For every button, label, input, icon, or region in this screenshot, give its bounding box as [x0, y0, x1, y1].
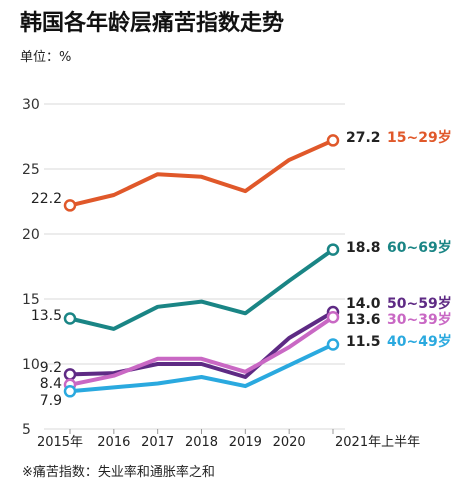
start-value-label: 13.5 — [31, 308, 62, 324]
x-axis-ticks: 2015年 2016 2017 2018 2019 2020 2021年上半年 — [37, 429, 420, 450]
legend-label: 30~39岁 — [387, 311, 452, 328]
legend-label: 15~29岁 — [387, 129, 452, 146]
start-value-label: 8.4 — [40, 376, 62, 392]
legend-label: 40~49岁 — [387, 333, 452, 350]
series-line — [68, 247, 335, 331]
end-value-label: 13.6 — [346, 312, 381, 328]
chart-title: 韩国各年龄层痛苦指数走势 — [20, 10, 284, 36]
y-tick-label: 25 — [22, 162, 40, 178]
data-point — [326, 134, 340, 147]
start-value-label: 22.2 — [31, 191, 62, 207]
y-tick-label: 5 — [22, 422, 31, 438]
unit-label: 单位：% — [20, 50, 71, 65]
data-point — [63, 385, 77, 398]
series-line — [68, 342, 335, 394]
data-point — [63, 312, 77, 325]
y-tick-label: 20 — [22, 227, 40, 243]
series-line — [68, 138, 335, 208]
x-tick-label: 2019 — [229, 435, 262, 450]
series-line — [68, 310, 335, 379]
data-point — [63, 368, 77, 381]
x-tick-label: 2016 — [97, 435, 130, 450]
end-value-label: 18.8 — [346, 240, 381, 256]
series-40~49岁: 7.9 11.5 40~49岁 — [40, 333, 452, 409]
series-60~69岁: 13.5 18.8 60~69岁 — [31, 239, 452, 331]
end-value-label: 27.2 — [346, 130, 381, 146]
legend-label: 60~69岁 — [387, 239, 452, 256]
x-tick-label: 2018 — [185, 435, 218, 450]
data-point — [326, 310, 340, 324]
end-value-label: 14.0 — [346, 296, 381, 312]
data-point — [326, 243, 340, 256]
x-tick-label: 2015年 — [37, 435, 83, 450]
legend-label: 50~59岁 — [387, 295, 452, 312]
x-tick-label: 2021年上半年 — [335, 435, 420, 450]
y-tick-label: 10 — [22, 357, 40, 373]
data-point — [326, 338, 340, 351]
x-tick-label: 2020 — [273, 435, 306, 450]
series-30~39岁: 8.4 13.6 30~39岁 — [40, 310, 452, 392]
y-tick-label: 30 — [22, 97, 40, 113]
y-axis-ticks: 30 25 20 15 10 5 — [22, 97, 40, 438]
series-line — [68, 315, 335, 387]
footnote: ※痛苦指数：失业率和通胀率之和 — [22, 464, 215, 480]
start-value-label: 9.2 — [40, 360, 62, 376]
y-tick-label: 15 — [22, 292, 40, 308]
end-value-label: 11.5 — [346, 334, 381, 350]
series-15~29岁: 22.2 27.2 15~29岁 — [31, 129, 452, 212]
data-point — [63, 199, 77, 212]
x-tick-label: 2017 — [141, 435, 174, 450]
start-value-label: 7.9 — [40, 393, 62, 409]
series-group: 22.2 27.2 15~29岁 13.5 18.8 60~69岁 9.2 14.0 50~59… — [31, 129, 452, 409]
